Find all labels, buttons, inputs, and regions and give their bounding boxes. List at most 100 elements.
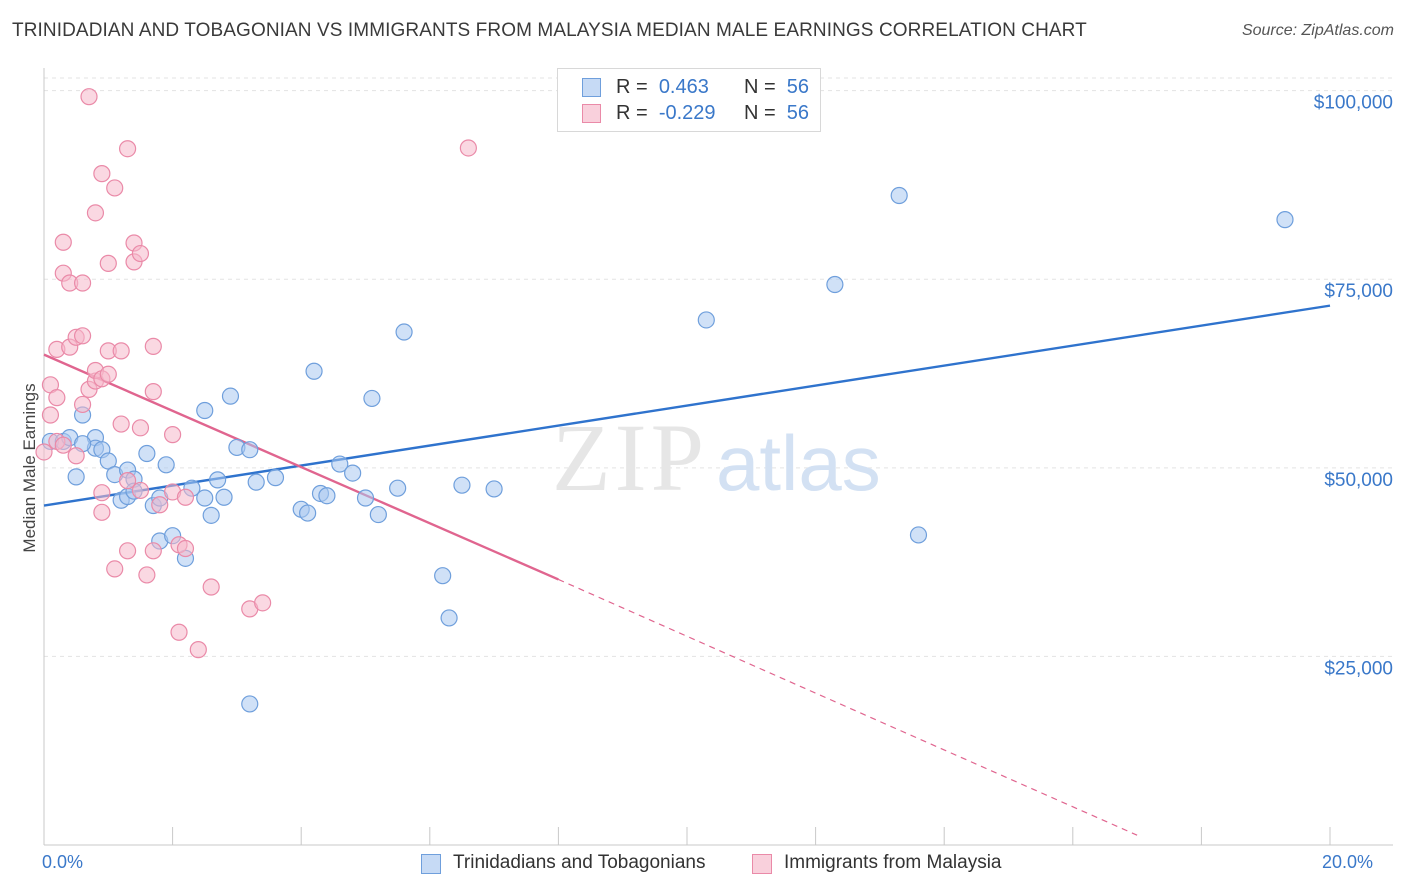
- y-tick-label: $100,000: [1314, 93, 1393, 114]
- point-malaysia: [93, 484, 111, 502]
- y-tick-labels: $25,000 $50,000 $75,000 $100,000: [1314, 93, 1393, 680]
- legend-swatch-blue: [421, 854, 441, 874]
- point-malaysia: [189, 641, 207, 659]
- point-trinidadian: [196, 489, 214, 507]
- point-malaysia: [112, 415, 130, 433]
- point-trinidadian: [209, 471, 227, 489]
- point-malaysia: [131, 244, 150, 263]
- point-malaysia: [138, 566, 156, 584]
- x-tick-label-min: 0.0%: [42, 852, 84, 872]
- point-trinidadian: [67, 468, 85, 486]
- point-malaysia: [73, 327, 92, 345]
- point-trinidadian: [299, 504, 317, 522]
- watermark-zip: ZIP: [552, 404, 708, 511]
- legend-n-label: N =: [743, 102, 776, 124]
- point-malaysia: [254, 594, 272, 612]
- point-malaysia: [151, 496, 169, 514]
- legend-swatch-pink: [582, 104, 601, 123]
- grid-lines: [44, 77, 1393, 657]
- legend-label: Immigrants from Malaysia: [784, 852, 1002, 873]
- y-axis-label: Median Male Earnings: [20, 383, 39, 553]
- point-trinidadian: [453, 476, 471, 494]
- point-trinidadian: [369, 505, 387, 524]
- point-trinidadian: [215, 488, 233, 506]
- legend-label: Trinidadians and Tobagonians: [453, 852, 706, 873]
- watermark: ZIP atlas: [552, 404, 881, 511]
- legend-r-value: 0.463: [658, 76, 709, 98]
- point-malaysia: [86, 204, 105, 222]
- point-malaysia: [144, 337, 162, 355]
- point-trinidadian: [305, 362, 323, 380]
- point-malaysia: [202, 578, 220, 596]
- point-malaysia: [106, 179, 124, 197]
- point-malaysia: [99, 254, 117, 272]
- source-label: Source: ZipAtlas.com: [1241, 22, 1394, 39]
- point-malaysia: [48, 389, 66, 407]
- point-malaysia: [93, 503, 111, 521]
- point-trinidadian: [363, 389, 381, 408]
- point-malaysia: [67, 447, 85, 465]
- trend-line-malaysia: [43, 353, 559, 581]
- point-trinidadian: [826, 275, 844, 294]
- trend-lines: [43, 304, 1331, 836]
- point-malaysia: [459, 139, 477, 157]
- point-malaysia: [80, 88, 98, 106]
- point-trinidadian: [1276, 211, 1294, 229]
- point-malaysia: [118, 542, 137, 560]
- chart-title: TRINIDADIAN AND TOBAGONIAN VS IMMIGRANTS…: [12, 20, 1087, 41]
- y-tick-label: $25,000: [1324, 658, 1393, 679]
- y-tick-label: $75,000: [1324, 281, 1393, 302]
- point-trinidadian: [266, 469, 285, 487]
- point-trinidadian: [331, 455, 349, 473]
- point-trinidadian: [344, 464, 362, 482]
- point-trinidadian: [890, 186, 908, 205]
- point-trinidadian: [241, 695, 259, 713]
- point-malaysia: [106, 560, 124, 578]
- legend-r-label: R =: [616, 102, 648, 124]
- point-trinidadian: [196, 401, 214, 420]
- point-trinidadian: [485, 480, 503, 498]
- point-trinidadian: [241, 441, 259, 459]
- point-trinidadian: [202, 506, 220, 524]
- point-malaysia: [176, 488, 195, 506]
- point-trinidadian: [318, 487, 336, 505]
- point-malaysia: [144, 542, 162, 560]
- point-trinidadian: [138, 444, 156, 463]
- point-trinidadian: [389, 479, 407, 497]
- legend-n-value: 56: [786, 76, 809, 98]
- point-trinidadian: [356, 489, 375, 507]
- legend-r-value: -0.229: [658, 102, 716, 124]
- legend-swatch-pink: [752, 854, 772, 874]
- point-trinidadian: [909, 526, 928, 544]
- watermark-atlas: atlas: [716, 419, 881, 507]
- legend-swatch-blue: [582, 78, 601, 97]
- y-tick-label: $50,000: [1324, 470, 1393, 491]
- point-malaysia: [164, 426, 182, 444]
- point-malaysia: [54, 436, 72, 454]
- point-trinidadian: [697, 311, 715, 329]
- point-malaysia: [93, 165, 111, 183]
- point-malaysia: [144, 383, 162, 401]
- x-tick-label-max: 20.0%: [1322, 852, 1374, 872]
- point-malaysia: [170, 623, 188, 641]
- trend-line-trinidadian: [43, 304, 1331, 507]
- point-malaysia: [118, 472, 137, 490]
- point-malaysia: [73, 274, 92, 292]
- point-malaysia: [176, 539, 195, 558]
- legend-n-label: N =: [743, 76, 776, 98]
- point-trinidadian: [221, 387, 240, 405]
- point-malaysia: [118, 140, 137, 158]
- correlation-legend: R = 0.463 N = 56 R = -0.229 N = 56: [557, 68, 821, 132]
- point-malaysia: [73, 395, 92, 414]
- trend-line-malaysia-extension: [558, 578, 1138, 836]
- point-trinidadian: [157, 456, 175, 474]
- point-malaysia: [131, 481, 150, 500]
- point-malaysia: [41, 406, 60, 424]
- legend-r-label: R =: [616, 76, 648, 98]
- point-malaysia: [112, 342, 130, 360]
- point-malaysia: [99, 365, 117, 383]
- data-points: [35, 88, 1294, 713]
- point-malaysia: [54, 233, 72, 251]
- point-trinidadian: [440, 609, 458, 627]
